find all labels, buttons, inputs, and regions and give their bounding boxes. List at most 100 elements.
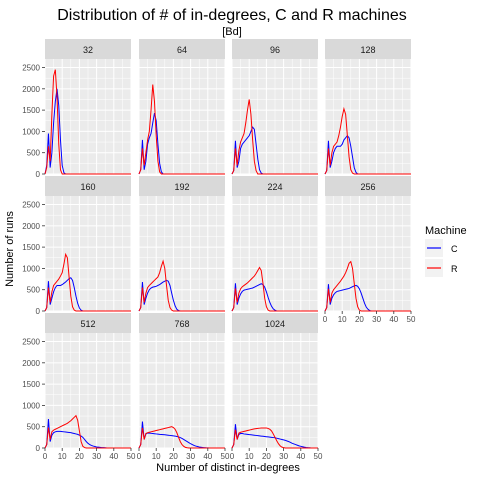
panel-strip — [139, 39, 225, 59]
y-tick-label: 1500 — [22, 106, 40, 115]
y-tick-label: 0 — [36, 170, 41, 179]
series-line-R — [138, 426, 225, 449]
y-tick-label: 1000 — [22, 264, 40, 273]
y-tick-label: 2500 — [22, 201, 40, 210]
panel-1024: 1024 0 10 20 30 40 50 — [230, 313, 323, 461]
series-line-C — [324, 134, 411, 175]
x-tick-label: 50 — [314, 452, 323, 461]
x-tick-label: 30 — [186, 452, 195, 461]
legend-label-R: R — [451, 264, 458, 274]
panel-strip-label: 512 — [80, 319, 95, 329]
series-line-R — [138, 84, 225, 175]
y-tick-label: 500 — [27, 423, 41, 432]
series-line-C — [44, 277, 131, 312]
series-line-C — [231, 424, 318, 449]
x-tick-label: 0 — [43, 452, 48, 461]
x-tick-label: 50 — [221, 452, 230, 461]
panel-224: 224 — [231, 176, 319, 312]
x-tick-label: 20 — [262, 452, 271, 461]
series-line-R — [231, 427, 318, 449]
y-tick-label: 2000 — [22, 85, 40, 94]
series-line-C — [324, 284, 411, 312]
series-line-R — [324, 106, 411, 175]
series-line-C — [44, 88, 131, 175]
x-axis-title: Number of distinct in-degrees — [156, 462, 300, 474]
panel-160: 160 0 500 1000 1500 2000 2500 — [22, 176, 132, 316]
x-tick-label: 50 — [407, 315, 416, 324]
panel-192: 192 — [138, 176, 226, 312]
series-line-R — [231, 99, 318, 175]
panel-strip-label: 256 — [360, 182, 375, 192]
series-line-R — [231, 266, 318, 312]
panel-strip-label: 64 — [177, 45, 187, 55]
panel-strip — [232, 39, 318, 59]
x-tick-label: 10 — [338, 315, 347, 324]
panel-strip-label: 768 — [174, 319, 189, 329]
series-line-R — [44, 252, 131, 312]
x-tick-label: 40 — [389, 315, 398, 324]
x-tick-label: 0 — [323, 315, 328, 324]
panel-512: 512 0 500 1000 1500 2000 2500 0 10 20 30 40 50 — [22, 313, 136, 461]
panel-strip — [45, 313, 131, 333]
panel-64: 64 — [138, 39, 226, 175]
series-line-R — [44, 69, 131, 175]
panel-strip — [139, 176, 225, 196]
legend-label-C: C — [451, 244, 458, 254]
panel-strip-label: 192 — [174, 182, 189, 192]
x-tick-label: 30 — [372, 315, 381, 324]
chart-title: Distribution of # of in-degrees, C and R… — [57, 7, 407, 24]
y-tick-label: 2000 — [22, 222, 40, 231]
panel-strip — [232, 176, 318, 196]
panel-strip-label: 160 — [80, 182, 95, 192]
x-tick-label: 30 — [279, 452, 288, 461]
y-tick-label: 0 — [36, 307, 41, 316]
chart-subtitle: [Bd] — [222, 26, 242, 38]
y-tick-label: 1000 — [22, 401, 40, 410]
panel-strip — [45, 176, 131, 196]
y-tick-label: 2000 — [22, 359, 40, 368]
x-tick-label: 40 — [203, 452, 212, 461]
x-tick-label: 20 — [169, 452, 178, 461]
panel-strip — [232, 313, 318, 333]
panel-32: 32 0 500 1000 1500 2000 2500 — [22, 39, 132, 179]
y-tick-label: 1500 — [22, 243, 40, 252]
series-line-C — [138, 421, 225, 449]
y-tick-label: 1000 — [22, 127, 40, 136]
legend: Machine CR — [425, 225, 467, 277]
panel-strip-label: 128 — [360, 45, 375, 55]
panel-128: 128 — [324, 39, 412, 175]
y-tick-label: 500 — [27, 286, 41, 295]
x-tick-label: 10 — [245, 452, 254, 461]
panel-768: 768 0 10 20 30 40 50 — [137, 313, 230, 461]
series-line-R — [324, 260, 411, 312]
legend-entries: CR — [425, 239, 458, 277]
panel-strip-label: 1024 — [265, 319, 285, 329]
series-line-C — [44, 419, 131, 449]
x-tick-label: 20 — [75, 452, 84, 461]
x-tick-label: 50 — [127, 452, 136, 461]
legend-title: Machine — [425, 225, 467, 237]
x-tick-label: 0 — [137, 452, 142, 461]
x-tick-label: 0 — [230, 452, 235, 461]
panel-strip-label: 96 — [270, 45, 280, 55]
x-tick-label: 40 — [296, 452, 305, 461]
y-tick-label: 500 — [27, 149, 41, 158]
series-line-C — [231, 126, 318, 175]
x-tick-label: 10 — [58, 452, 67, 461]
panel-strip — [325, 39, 411, 59]
y-axis-title: Number of runs — [4, 211, 16, 287]
panel-strip — [325, 176, 411, 196]
panel-strip — [139, 313, 225, 333]
panel-96: 96 — [231, 39, 319, 175]
series-line-C — [231, 283, 318, 312]
panel-strip — [45, 39, 131, 59]
y-tick-label: 2500 — [22, 338, 40, 347]
y-tick-label: 1500 — [22, 380, 40, 389]
series-line-R — [138, 259, 225, 312]
series-line-C — [138, 279, 225, 312]
panel-strip-label: 224 — [267, 182, 282, 192]
series-line-R — [44, 414, 131, 449]
